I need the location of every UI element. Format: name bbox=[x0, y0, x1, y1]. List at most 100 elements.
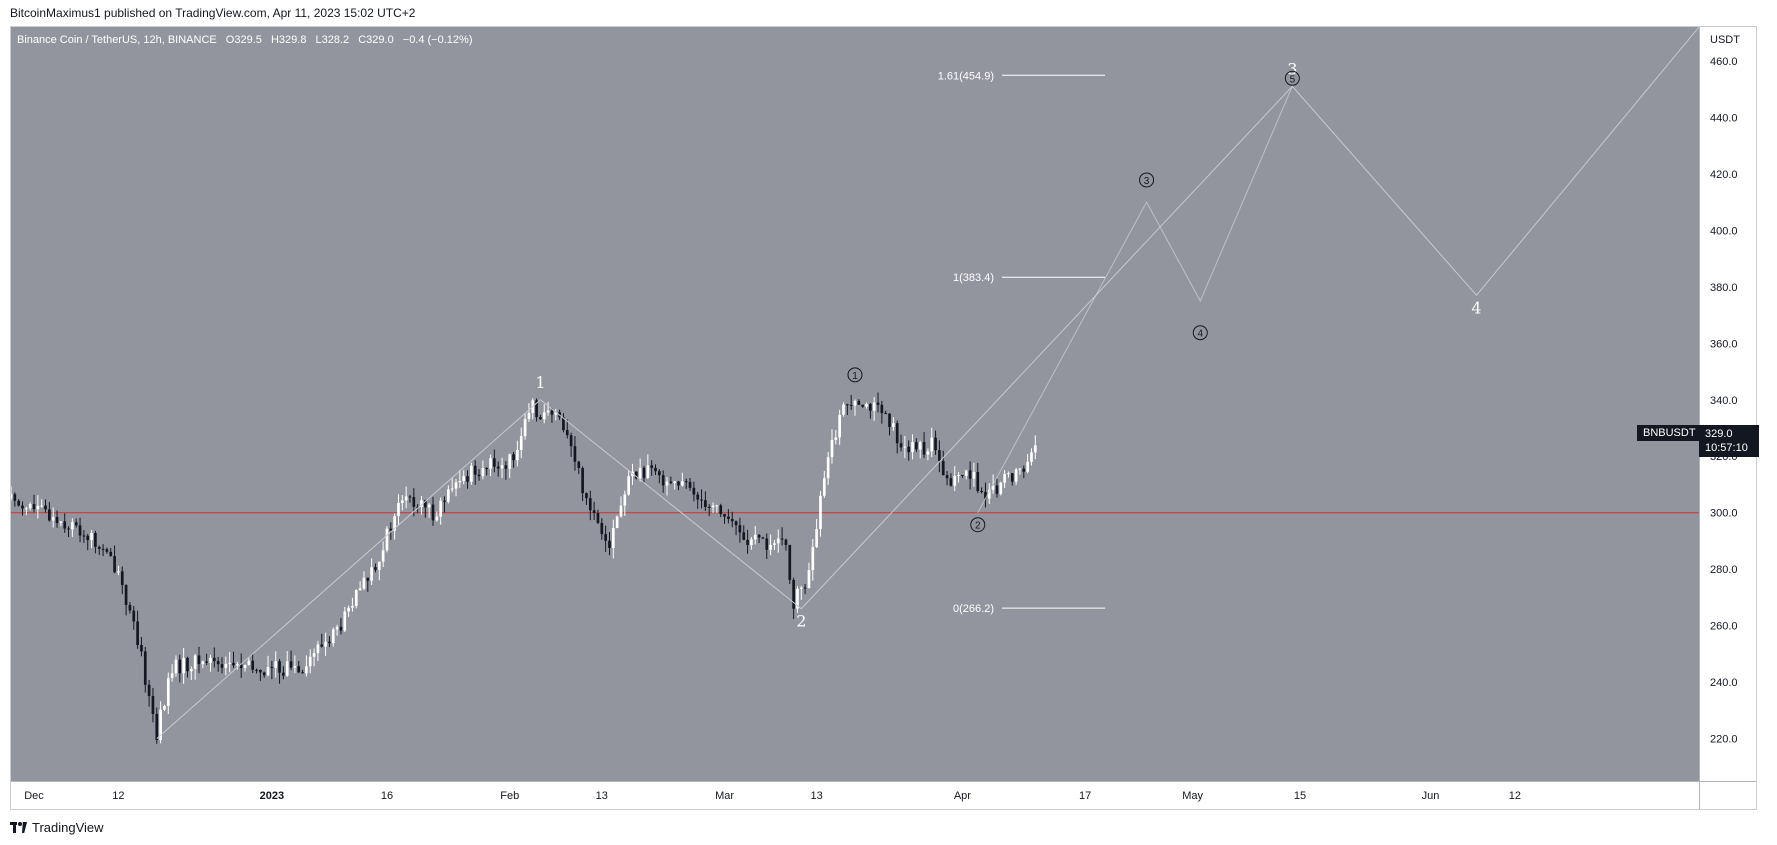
candle-body bbox=[404, 496, 408, 501]
wave-line bbox=[156, 27, 1699, 740]
price-axis[interactable] bbox=[1699, 27, 1756, 781]
candle-body bbox=[569, 435, 573, 447]
candle-body bbox=[845, 404, 849, 406]
candle-body bbox=[454, 482, 458, 489]
candle-body bbox=[987, 489, 991, 499]
candle-body bbox=[976, 472, 980, 492]
candle-body bbox=[776, 538, 780, 544]
candle-body bbox=[308, 656, 312, 667]
candle-body bbox=[55, 516, 59, 524]
candle-body bbox=[462, 476, 466, 482]
candle-body bbox=[1026, 461, 1029, 472]
candle-body bbox=[730, 518, 734, 522]
candle-body bbox=[132, 610, 136, 622]
candle-body bbox=[1003, 473, 1006, 483]
candle-body bbox=[17, 500, 21, 506]
candle-body bbox=[819, 495, 822, 529]
candle-body bbox=[339, 626, 343, 631]
candle-body bbox=[811, 546, 815, 571]
candle-body bbox=[796, 588, 799, 609]
candle-body bbox=[742, 532, 746, 540]
time-axis[interactable] bbox=[11, 781, 1699, 809]
candle-body bbox=[163, 705, 166, 710]
candle-body bbox=[677, 481, 680, 486]
candle-body bbox=[519, 436, 523, 451]
candle-body bbox=[822, 478, 826, 496]
wave-label: 4 bbox=[1471, 298, 1481, 317]
plot-layer: 1.61(454.9) 1(383.4) 0(266.2) 1 2 3 4 1 2 3 4 5 bbox=[11, 27, 1699, 744]
candle-body bbox=[324, 641, 327, 647]
candle-body bbox=[63, 521, 67, 529]
candle-body bbox=[922, 442, 926, 455]
candle-body bbox=[972, 472, 976, 479]
candle-body bbox=[109, 551, 113, 557]
candle-body bbox=[523, 419, 527, 437]
candle-body bbox=[362, 577, 366, 589]
candle-body bbox=[984, 491, 987, 499]
subwave-circle bbox=[847, 367, 863, 383]
candle-body bbox=[86, 535, 90, 541]
price-tick-label: 460.0 bbox=[1710, 56, 1738, 68]
candle-body bbox=[25, 508, 28, 510]
candle-body bbox=[297, 666, 301, 673]
legend-low: 328.2 bbox=[321, 34, 350, 46]
candle-body bbox=[189, 668, 193, 672]
candle-body bbox=[550, 410, 554, 415]
candle-body bbox=[416, 506, 419, 508]
candle-body bbox=[934, 437, 937, 451]
candle-body bbox=[97, 546, 101, 549]
chart-legend: Binance Coin / TetherUS, 12h, BINANCE O3… bbox=[17, 34, 478, 46]
candle-body bbox=[588, 498, 592, 511]
candle-body bbox=[918, 442, 922, 450]
candle-body bbox=[120, 571, 124, 585]
axis-corner bbox=[1699, 781, 1756, 809]
candle-body bbox=[439, 500, 443, 517]
candle-body bbox=[90, 532, 93, 541]
candle-body bbox=[700, 499, 703, 501]
candle-body bbox=[44, 505, 47, 510]
candle-body bbox=[903, 446, 907, 448]
candle-body bbox=[784, 539, 788, 545]
candle-body bbox=[815, 528, 818, 547]
candle-body bbox=[949, 478, 953, 486]
time-tick-label: 15 bbox=[1294, 790, 1306, 802]
candle-body bbox=[1018, 468, 1022, 470]
candle-body bbox=[278, 661, 281, 673]
subwave-circle bbox=[970, 517, 986, 533]
candle-body bbox=[980, 491, 983, 493]
candle-body bbox=[289, 661, 293, 668]
legend-low-label: L bbox=[315, 34, 322, 46]
candle-body bbox=[1010, 473, 1014, 482]
candle-body bbox=[516, 450, 519, 461]
candle-body bbox=[707, 506, 711, 508]
candle-body bbox=[370, 567, 373, 581]
candle-body bbox=[443, 500, 446, 502]
candle-body bbox=[259, 669, 262, 673]
candle-body bbox=[834, 437, 838, 440]
candle-body bbox=[71, 522, 74, 530]
candle-body bbox=[140, 644, 143, 652]
candle-body bbox=[585, 493, 588, 499]
candle-body bbox=[197, 655, 201, 665]
candle-body bbox=[493, 458, 496, 467]
candle-body bbox=[212, 657, 216, 662]
candle-body bbox=[642, 467, 646, 478]
candle-body bbox=[849, 404, 853, 406]
candle-body bbox=[101, 548, 105, 550]
candle-body bbox=[408, 496, 412, 498]
subwave-label: 4 bbox=[1197, 329, 1203, 340]
candle-body bbox=[596, 512, 600, 523]
candle-body bbox=[420, 500, 423, 508]
footer[interactable]: TradingView bbox=[10, 820, 104, 835]
candle-body bbox=[1007, 473, 1010, 475]
candle-body bbox=[527, 412, 531, 420]
fib-level-label: 0(266.2) bbox=[953, 603, 994, 615]
candle-body bbox=[504, 465, 508, 469]
candle-body bbox=[746, 539, 749, 546]
price-tick-label: 420.0 bbox=[1710, 169, 1738, 181]
candle-body bbox=[865, 403, 868, 407]
candle-body bbox=[761, 537, 765, 539]
candle-body bbox=[895, 423, 899, 444]
candle-body bbox=[623, 494, 627, 506]
